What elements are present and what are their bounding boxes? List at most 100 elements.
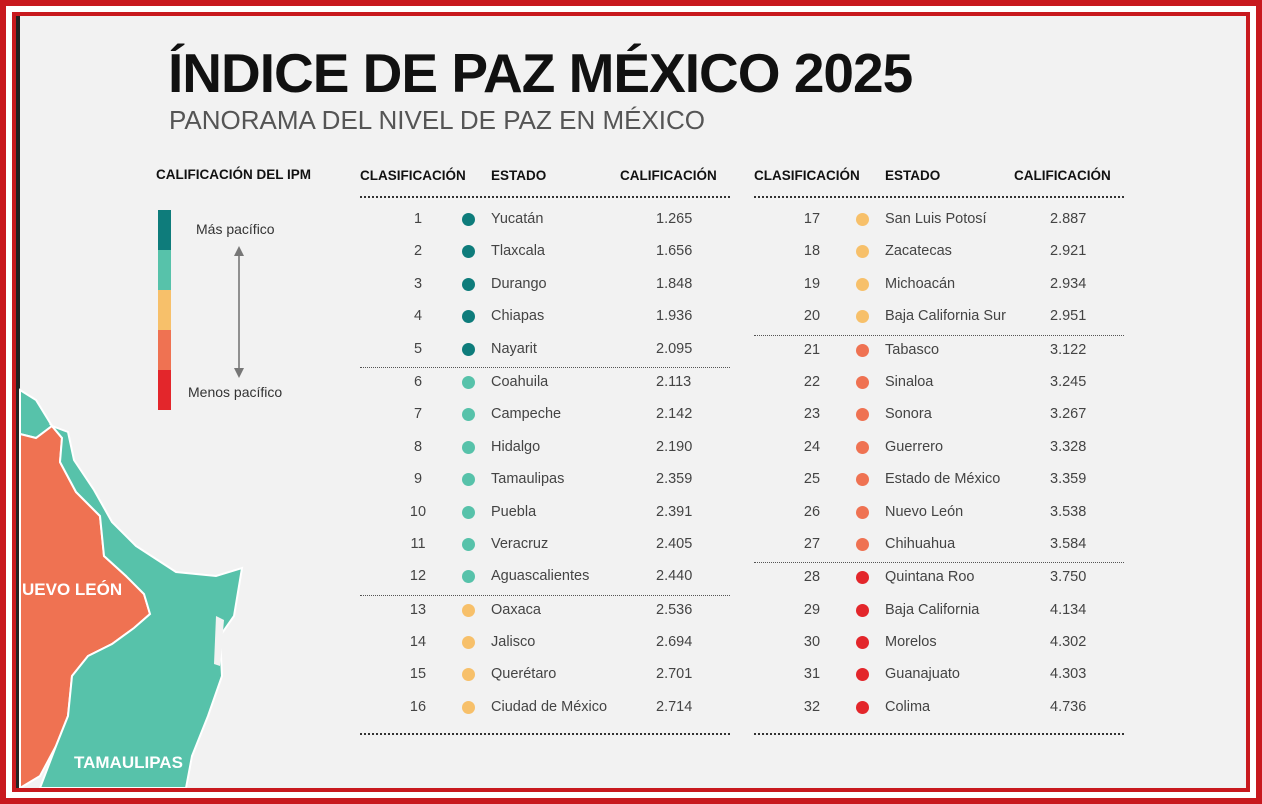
table-row: 32 Colima 4.736 (754, 693, 1124, 725)
column-header-score: CALIFICACIÓN (1014, 168, 1111, 183)
score-cell: 2.921 (1050, 243, 1087, 260)
score-cell: 1.656 (656, 243, 693, 260)
state-cell: Yucatán (491, 211, 544, 227)
score-cell: 2.440 (656, 568, 693, 585)
rank-cell: 23 (803, 406, 821, 423)
table-end-rule (360, 725, 730, 736)
legend-top-label: Más pacífico (196, 221, 275, 237)
table-row: 3 Durango 1.848 (360, 270, 730, 302)
page-title: ÍNDICE DE PAZ MÉXICO 2025 (168, 42, 913, 104)
table-row: 16 Ciudad de México 2.714 (360, 693, 730, 725)
category-dot-icon (856, 571, 869, 585)
state-cell: Sinaloa (885, 373, 934, 390)
category-dot-icon (856, 245, 869, 259)
table-row: 15 Querétaro 2.701 (360, 660, 730, 692)
rank-cell: 6 (413, 373, 423, 390)
category-dot-icon (462, 473, 475, 487)
category-dot-icon (856, 277, 869, 291)
category-dot-icon (856, 310, 869, 324)
category-dot-icon (462, 537, 475, 551)
rank-cell: 25 (803, 471, 821, 488)
table-row: 30 Morelos 4.302 (754, 628, 1124, 660)
table-row: 1 Yucatán 1.265 (360, 205, 730, 237)
state-cell: Campeche (491, 406, 562, 423)
table-header: CLASIFICACIÓN ESTADO CALIFICACIÓN (754, 166, 1124, 198)
table-row: 24 Guerrero 3.328 (754, 433, 1124, 465)
column-header-score: CALIFICACIÓN (620, 168, 717, 183)
score-cell: 3.122 (1050, 341, 1087, 358)
state-cell: Guerrero (885, 438, 944, 455)
state-cell: Chihuahua (885, 535, 956, 552)
score-cell: 4.736 (1050, 698, 1087, 715)
legend-swatch-1 (158, 210, 171, 250)
legend-swatch-5 (158, 370, 171, 410)
infographic: UEVO LEÓN TAMAULIPAS ÍNDICE DE PAZ MÉXIC… (16, 16, 1246, 788)
category-dot-icon (856, 473, 869, 487)
category-dot-icon (462, 570, 475, 584)
rank-cell: 26 (803, 503, 821, 520)
rank-cell: 1 (413, 211, 423, 227)
rank-cell: 27 (803, 535, 821, 552)
rank-cell: 15 (409, 666, 427, 683)
score-cell: 2.391 (656, 503, 693, 520)
table-row: 12 Aguascalientes 2.440 (360, 562, 730, 596)
category-dot-icon (462, 505, 475, 519)
table-row: 7 Campeche 2.142 (360, 400, 730, 432)
score-cell: 3.245 (1050, 373, 1087, 390)
table-row: 26 Nuevo León 3.538 (754, 498, 1124, 530)
state-cell: Querétaro (491, 666, 557, 683)
category-dot-icon (856, 668, 869, 682)
rank-cell: 31 (803, 666, 821, 683)
table-row: 14 Jalisco 2.694 (360, 628, 730, 660)
state-cell: San Luis Potosí (885, 211, 987, 227)
score-cell: 2.359 (656, 471, 693, 488)
map-label-tamaulipas: TAMAULIPAS (74, 753, 183, 772)
score-cell: 2.536 (656, 601, 693, 618)
map-fragment (19, 388, 244, 788)
table-row: 6 Coahuila 2.113 (360, 368, 730, 400)
score-cell: 3.267 (1050, 406, 1087, 423)
rank-cell: 11 (410, 535, 426, 552)
table-row: 11 Veracruz 2.405 (360, 530, 730, 562)
rank-cell: 16 (409, 698, 427, 715)
rank-cell: 12 (409, 568, 427, 585)
left-rule (16, 16, 20, 788)
state-cell: Durango (491, 275, 547, 292)
state-cell: Estado de México (885, 471, 1001, 488)
category-dot-icon (462, 213, 475, 226)
rank-cell: 22 (803, 373, 821, 390)
table-row: 9 Tamaulipas 2.359 (360, 465, 730, 497)
table-row: 18 Zacatecas 2.921 (754, 237, 1124, 269)
table-body: 17 San Luis Potosí 2.887 18 Zacatecas 2.921 19… (754, 198, 1124, 725)
table-end-rule (754, 725, 1124, 736)
table-row: 4 Chiapas 1.936 (360, 302, 730, 334)
legend-swatch-2 (158, 250, 171, 290)
table-row: 21 Tabasco 3.122 (754, 336, 1124, 368)
state-cell: Zacatecas (885, 243, 952, 260)
state-cell: Colima (885, 698, 931, 715)
rank-cell: 17 (803, 211, 821, 227)
category-dot-icon (856, 343, 869, 357)
state-cell: Aguascalientes (491, 568, 590, 585)
score-cell: 3.538 (1050, 503, 1087, 520)
category-dot-icon (462, 636, 475, 650)
category-dot-icon (462, 700, 475, 714)
category-dot-icon (462, 375, 475, 389)
rank-cell: 24 (803, 438, 821, 455)
score-cell: 4.134 (1050, 601, 1087, 618)
double-arrow-icon (234, 246, 244, 378)
state-cell: Chiapas (491, 308, 545, 325)
score-cell: 3.750 (1050, 569, 1087, 586)
table-row: 8 Hidalgo 2.190 (360, 433, 730, 465)
state-cell: Veracruz (491, 535, 549, 552)
table-row: 28 Quintana Roo 3.750 (754, 563, 1124, 595)
rank-cell: 7 (413, 406, 423, 423)
category-dot-icon (856, 408, 869, 422)
table-row: 19 Michoacán 2.934 (754, 270, 1124, 302)
state-cell: Quintana Roo (885, 569, 975, 586)
table-body: 1 Yucatán 1.265 2 Tlaxcala 1.656 3 Durango 1.848… (360, 198, 730, 725)
category-dot-icon (462, 668, 475, 682)
rank-cell: 9 (413, 471, 423, 488)
state-cell: Puebla (491, 503, 537, 520)
rank-cell: 28 (803, 569, 821, 586)
